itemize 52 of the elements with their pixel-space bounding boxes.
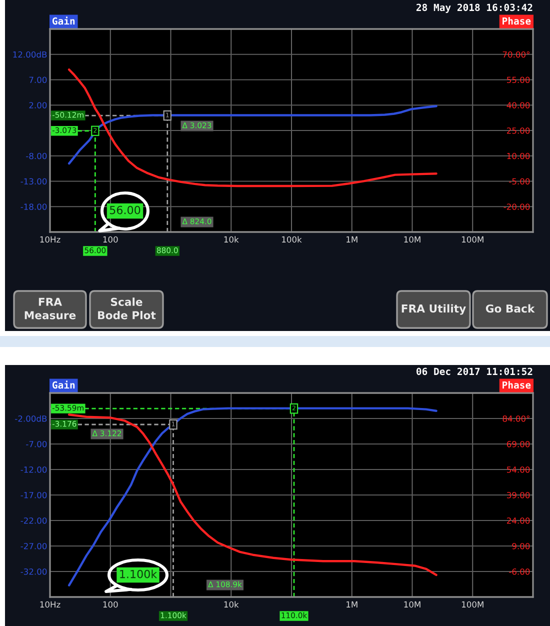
x-tick-label: 1M	[346, 601, 358, 608]
y-tick-label: -8.00	[26, 152, 47, 160]
text: Go Back	[486, 304, 535, 313]
y-tick-label: 7.00	[29, 76, 47, 84]
y2-tick-label: 84.00°	[502, 415, 530, 422]
y-axis-title: Gain	[52, 380, 75, 389]
y-tick-label: -27.00	[20, 542, 47, 550]
y2-tick-label: 40.00	[506, 102, 530, 108]
y2-tick-label: 25.00	[506, 127, 530, 134]
y-tick-label: -7.00	[26, 440, 47, 448]
x-tick-label: 100k	[282, 236, 302, 243]
annotation: 56.00	[110, 206, 140, 214]
y2-tick-label: 24.00	[506, 517, 530, 524]
y-tick-label: -17.00	[20, 492, 47, 498]
x-tick-label: 10k	[224, 236, 239, 243]
y2-tick-label: -20.00	[504, 204, 530, 210]
y2-tick-label: 39.00	[507, 492, 530, 498]
text: FRA Measure	[24, 298, 76, 320]
y2-axis-title: Phase	[502, 381, 531, 389]
annotation: 1.100k	[120, 570, 158, 578]
chart-title: 28 May 2018 16:03:42	[416, 4, 532, 13]
x-tick-label: 100M	[462, 236, 484, 243]
y2-tick-label: -5.00	[509, 178, 530, 185]
y-tick-label: -2.00dB	[15, 415, 47, 422]
y2-tick-label: -6.00	[509, 568, 530, 575]
y-tick-label: -32.00	[20, 568, 47, 575]
y-tick-label: -18.00	[20, 204, 47, 210]
x-tick-label: 100	[103, 236, 118, 243]
x-tick-label: 10k	[224, 601, 239, 608]
y-tick-label: -12.00	[20, 466, 47, 473]
y-tick-label: -13.00	[20, 178, 47, 185]
y2-tick-label: 55.00	[507, 76, 530, 84]
x-tick-label: 1M	[346, 236, 358, 242]
y-tick-label: 12.00dB	[13, 51, 47, 58]
y2-tick-label: 69.00	[506, 440, 530, 448]
y-tick-label: -22.00	[20, 517, 47, 524]
text: Scale Bode Plot	[98, 298, 156, 320]
y2-tick-label: 54.00	[507, 466, 530, 473]
chart-title: 06 Dec 2017 11:01:52	[416, 368, 532, 376]
y2-tick-label: 9.00	[512, 542, 530, 550]
x-tick-label: 10Hz	[40, 236, 60, 243]
x-tick-label: 100M	[462, 601, 484, 608]
y2-tick-label: 10.00	[507, 152, 530, 160]
y-tick-label: 2.00	[29, 102, 47, 108]
text: FRA Utility	[402, 304, 466, 315]
y-axis-title: Gain	[52, 16, 75, 25]
x-tick-label: 10M	[404, 236, 420, 243]
x-tick-label: 10M	[404, 601, 420, 608]
y2-axis-title: Phase	[502, 17, 531, 25]
x-tick-label: 10Hz	[40, 601, 60, 608]
x-tick-label: 100	[103, 601, 118, 608]
y2-tick-label: 70.00°	[502, 51, 530, 58]
